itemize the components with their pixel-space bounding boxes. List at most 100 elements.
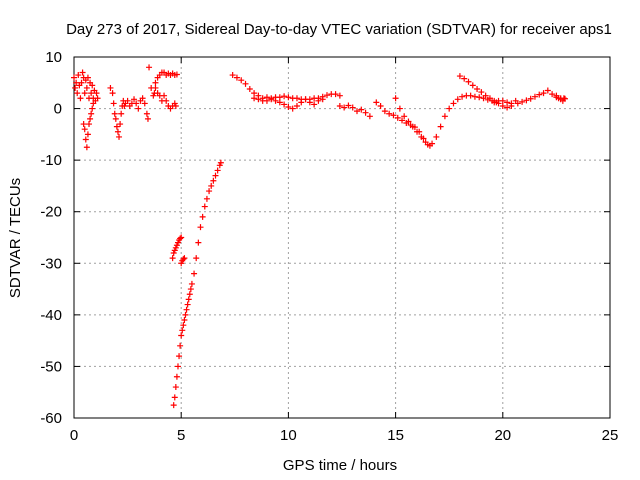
data-point [173, 373, 180, 380]
data-point [467, 92, 474, 99]
data-point [508, 100, 515, 107]
data-point [456, 73, 463, 80]
data-point [560, 95, 567, 102]
data-point [81, 126, 88, 133]
data-point [201, 203, 208, 210]
data-point [169, 255, 176, 262]
data-point [315, 95, 322, 102]
data-point [135, 105, 142, 112]
data-point [478, 89, 485, 96]
data-point [185, 296, 192, 303]
data-point [251, 90, 258, 97]
series-seg-r [553, 92, 567, 104]
data-point [174, 363, 181, 370]
series-seg-q [514, 87, 568, 107]
data-point [82, 136, 89, 143]
data-point [450, 100, 457, 107]
series-seg-c [107, 64, 153, 140]
data-point [281, 93, 288, 100]
data-point [87, 115, 94, 122]
data-point [199, 213, 206, 220]
y-tick-label: -10 [40, 152, 62, 169]
data-point [238, 77, 245, 84]
data-point [437, 123, 444, 130]
data-point [181, 317, 188, 324]
data-point [181, 255, 188, 262]
data-point [143, 110, 150, 117]
data-point [172, 384, 179, 391]
y-tick-label: -30 [40, 255, 62, 272]
series-seg-n [392, 95, 429, 146]
data-point [377, 102, 384, 109]
data-point [414, 128, 421, 135]
data-point [112, 115, 119, 122]
data-point [499, 102, 506, 109]
data-point [214, 167, 221, 174]
data-point [499, 97, 506, 104]
data-point [276, 94, 283, 101]
data-point [86, 121, 93, 128]
x-tick-label: 0 [70, 427, 78, 444]
data-point [187, 286, 194, 293]
data-point [394, 114, 401, 121]
data-point [381, 108, 388, 115]
data-point [170, 402, 177, 409]
data-point [341, 104, 348, 111]
data-point [71, 74, 77, 81]
data-point [197, 224, 204, 231]
data-point [88, 90, 95, 97]
data-point [523, 97, 530, 104]
data-point [177, 342, 184, 349]
data-point [362, 109, 369, 116]
data-point [84, 74, 91, 81]
data-point [392, 95, 399, 102]
series-seg-g [178, 255, 188, 267]
data-point [84, 131, 91, 138]
series-seg-b [80, 100, 97, 151]
data-point [514, 100, 521, 107]
data-point [504, 104, 511, 111]
data-point [536, 91, 543, 98]
data-point [180, 256, 187, 263]
data-point [133, 100, 140, 107]
data-point [469, 82, 476, 89]
data-point [433, 133, 440, 140]
data-point [212, 172, 219, 179]
data-point [152, 84, 159, 91]
data-point [172, 102, 179, 109]
y-tick-label: 0 [54, 101, 62, 118]
data-point [114, 128, 121, 135]
data-point [531, 93, 538, 100]
data-point [80, 121, 87, 128]
data-point [72, 84, 79, 91]
data-point [504, 99, 511, 106]
data-point [441, 113, 448, 120]
data-point [177, 235, 184, 242]
data-point [390, 112, 397, 119]
data-point [203, 195, 210, 202]
x-tick-label: 5 [177, 427, 185, 444]
data-point [263, 97, 270, 104]
data-point [110, 100, 117, 107]
data-point [311, 101, 318, 108]
data-point [163, 97, 170, 104]
data-point [366, 113, 373, 120]
data-point [418, 133, 425, 140]
data-point [111, 110, 118, 117]
data-point [285, 104, 292, 111]
data-point [118, 110, 125, 117]
data-point [519, 98, 526, 105]
data-point [246, 85, 253, 92]
data-point [401, 113, 408, 120]
data-point [465, 78, 472, 85]
data-point [78, 79, 85, 86]
data-point [422, 139, 429, 146]
data-point [131, 96, 138, 103]
data-point [293, 102, 300, 109]
data-point [373, 99, 380, 106]
data-point [491, 99, 498, 106]
data-point [109, 90, 116, 97]
data-point [171, 394, 178, 401]
data-point [88, 110, 95, 117]
data-point [289, 105, 296, 112]
